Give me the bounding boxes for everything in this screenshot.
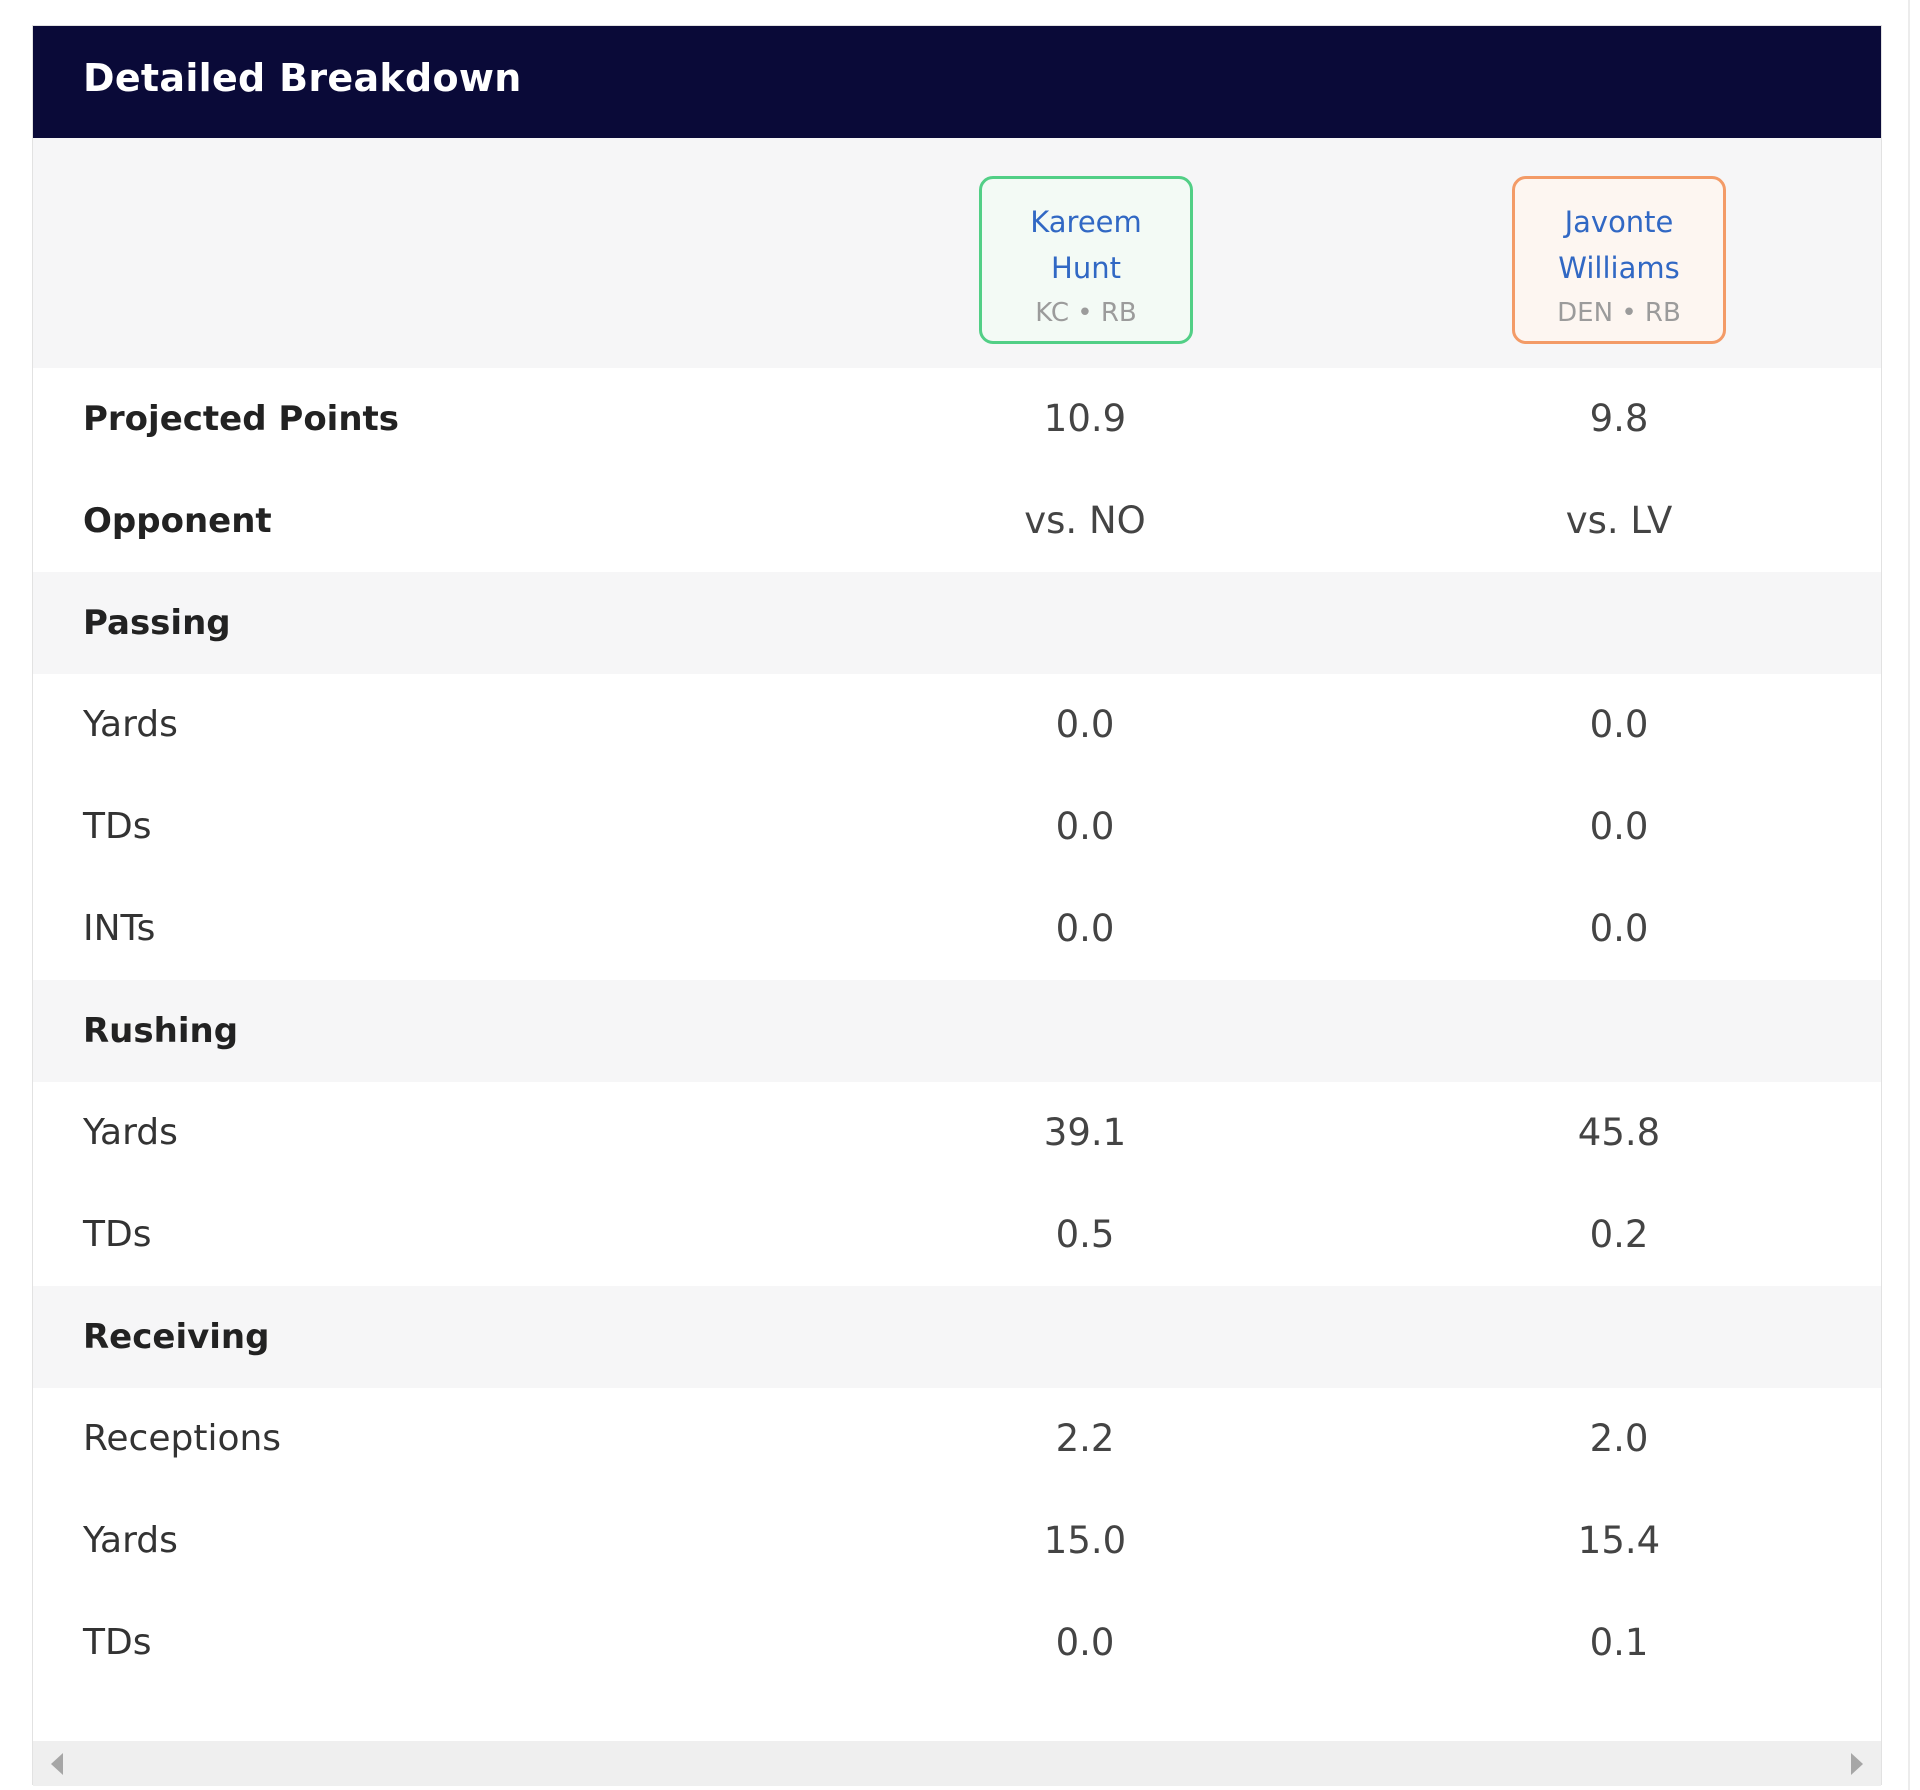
scroll-right-arrow-icon[interactable] [1851,1753,1863,1775]
player1-value: 0.0 [1055,1621,1115,1664]
section-label: Receiving [83,1317,270,1357]
player1-value: 0.0 [1055,703,1115,746]
row-passing-yards: Yards 0.0 0.0 [33,674,1881,776]
player2-value: 0.0 [1589,703,1649,746]
player-first-name: Javonte [1564,205,1674,239]
player2-value: 0.0 [1589,805,1649,848]
page-edge-divider [1908,0,1910,1790]
player2-value: vs. LV [1565,499,1673,542]
row-passing-ints: INTs 0.0 0.0 [33,878,1881,980]
player1-value: 2.2 [1055,1417,1115,1460]
player2-value: 0.2 [1589,1213,1649,1256]
section-label: Passing [83,603,231,643]
player-first-name: Kareem [1030,205,1142,239]
detailed-breakdown-card: Detailed Breakdown Kareem Hunt KC • RB J… [32,25,1882,1786]
row-opponent: Opponent vs. NO vs. LV [33,470,1881,572]
card-header: Detailed Breakdown [33,26,1881,138]
row-label: Yards [83,1520,178,1561]
row-label: INTs [83,908,156,949]
player2-value: 15.4 [1577,1519,1661,1562]
player-chip-kareem-hunt[interactable]: Kareem Hunt KC • RB [979,176,1193,344]
section-rushing: Rushing [33,980,1881,1082]
row-receptions: Receptions 2.2 2.0 [33,1388,1881,1490]
row-receiving-yards: Yards 15.0 15.4 [33,1490,1881,1592]
player-header-row: Kareem Hunt KC • RB Javonte Williams DEN… [33,138,1881,368]
section-label: Rushing [83,1011,239,1051]
section-passing: Passing [33,572,1881,674]
player2-value: 2.0 [1589,1417,1649,1460]
player1-value: 0.5 [1055,1213,1115,1256]
player-team-position: DEN • RB [1557,298,1681,328]
player-team-position: KC • RB [1035,298,1137,328]
card-title: Detailed Breakdown [83,56,522,100]
row-rushing-yards: Yards 39.1 45.8 [33,1082,1881,1184]
player1-value: 10.9 [1043,397,1127,440]
player2-value: 0.1 [1589,1621,1649,1664]
player-last-name: Williams [1558,251,1680,285]
row-label: Yards [83,704,178,745]
player1-value: 15.0 [1043,1519,1127,1562]
section-receiving: Receiving [33,1286,1881,1388]
player2-value: 9.8 [1589,397,1649,440]
row-label: Projected Points [83,399,400,439]
row-rushing-tds: TDs 0.5 0.2 [33,1184,1881,1286]
row-label: Receptions [83,1418,282,1459]
player1-value: 0.0 [1055,907,1115,950]
row-passing-tds: TDs 0.0 0.0 [33,776,1881,878]
row-label: TDs [83,1622,152,1663]
player-last-name: Hunt [1051,251,1121,285]
player2-value: 45.8 [1577,1111,1661,1154]
row-label: Yards [83,1112,178,1153]
row-label: TDs [83,806,152,847]
row-label: Opponent [83,501,272,541]
scroll-left-arrow-icon[interactable] [51,1753,63,1775]
player2-value: 0.0 [1589,907,1649,950]
player1-value: 39.1 [1043,1111,1127,1154]
row-receiving-tds: TDs 0.0 0.1 [33,1592,1881,1694]
player1-value: 0.0 [1055,805,1115,848]
row-label: TDs [83,1214,152,1255]
player-chip-javonte-williams[interactable]: Javonte Williams DEN • RB [1512,176,1726,344]
horizontal-scrollbar[interactable] [33,1741,1881,1786]
row-projected-points: Projected Points 10.9 9.8 [33,368,1881,470]
player1-value: vs. NO [1024,499,1146,542]
